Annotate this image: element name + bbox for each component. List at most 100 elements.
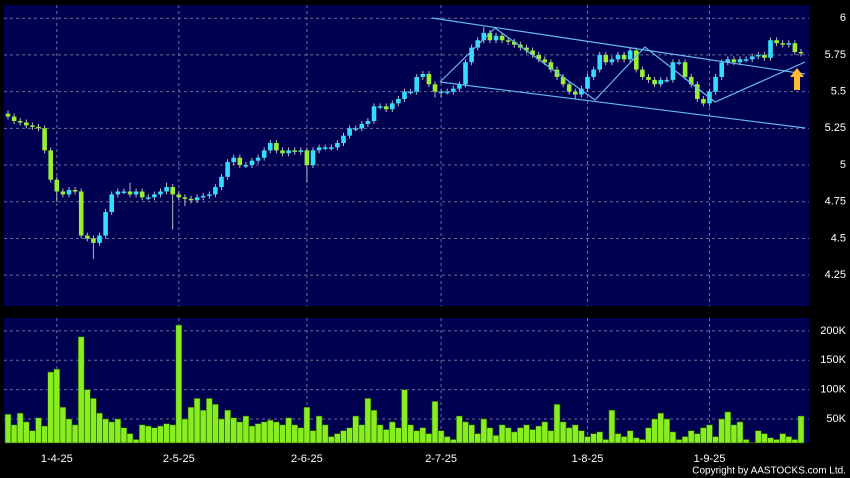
candle-body [371, 106, 377, 121]
volume-bar [77, 336, 85, 444]
volume-bar [175, 324, 183, 444]
volume-bar [419, 427, 427, 444]
candle-body [524, 47, 529, 51]
candle-body [688, 76, 694, 85]
volume-bar [413, 430, 421, 444]
candle-body [249, 160, 255, 166]
candle-body [597, 54, 602, 70]
candle-body [347, 128, 352, 136]
x-tick-label: 1-9-25 [694, 453, 726, 465]
x-tick-label: 2-6-25 [291, 453, 323, 465]
candle-body [231, 157, 236, 163]
candle-body [542, 59, 548, 63]
volume-bar [230, 417, 237, 444]
volume-bar [529, 429, 536, 444]
volume-bar [510, 431, 518, 444]
trend-lines [431, 17, 806, 129]
volume-bar [761, 433, 768, 444]
y-tick-label: 150K [820, 354, 846, 366]
volume-bar [102, 418, 109, 444]
y-tick-label: 50K [826, 413, 846, 425]
volume-bar [10, 424, 18, 444]
candle-body [280, 150, 285, 154]
candle-body [133, 191, 139, 195]
volume-bar [632, 437, 640, 444]
volume-bar [578, 430, 585, 444]
volume-bar [456, 415, 463, 444]
candle-body [420, 74, 426, 77]
volume-bar [285, 417, 292, 444]
volume-bar [547, 430, 555, 444]
channel-lower [439, 81, 806, 129]
candle-body [505, 40, 511, 42]
candle-body [646, 76, 651, 80]
x-tick-label: 2-7-25 [425, 453, 457, 465]
y-tick-label: 200K [820, 325, 846, 337]
volume-bar [480, 418, 488, 444]
volume-bar [35, 417, 42, 444]
candle-body [353, 128, 358, 130]
candle-body [756, 54, 761, 57]
y-tick-label: 5 [840, 159, 846, 171]
candle-body [207, 194, 212, 196]
candle-body [585, 76, 590, 89]
volume-bar [352, 415, 360, 444]
candle-body [512, 41, 517, 45]
volume-bar [199, 409, 207, 444]
volume-bar [358, 424, 366, 444]
candle-body [408, 91, 413, 94]
candle-body [701, 98, 706, 104]
volume-bar [675, 439, 683, 444]
candle-body [743, 59, 749, 61]
candle-body [530, 50, 535, 55]
volume-bar [498, 424, 506, 444]
candle-body [737, 59, 743, 63]
candle-body [213, 187, 218, 195]
candle-body [768, 40, 773, 58]
candle-body [377, 106, 383, 108]
candle-body [255, 157, 261, 161]
volume-bar [462, 421, 469, 444]
volume-bar [602, 439, 610, 444]
candle-body [695, 84, 700, 99]
candle-body [292, 150, 297, 152]
candle-body [243, 165, 249, 167]
volume-bar [29, 430, 36, 444]
candle-body [444, 91, 450, 94]
candle-body [469, 47, 474, 63]
volume-bar [700, 427, 707, 444]
volume-bar [785, 436, 793, 444]
volume-bar [248, 425, 256, 444]
x-tick-label: 1-8-25 [572, 453, 604, 465]
marks [4, 27, 805, 444]
candle-body [152, 194, 157, 198]
candle-body [66, 190, 72, 195]
volume-bar [47, 371, 55, 444]
volume-bar [693, 433, 701, 444]
volume-bar [449, 439, 457, 444]
volume-bar [706, 424, 713, 444]
candle-body [548, 62, 554, 70]
zigzag [439, 27, 806, 103]
volume-bar [315, 415, 323, 444]
volume-bar [504, 427, 512, 444]
volume-bar [16, 412, 24, 444]
volume-bar [309, 430, 317, 444]
volume-bar [779, 433, 787, 444]
volume-bar [730, 424, 738, 444]
volume-bar [108, 421, 115, 444]
candle-body [536, 54, 541, 60]
volume-bar [651, 418, 658, 444]
volume-bar [181, 418, 189, 444]
candle-body [627, 50, 633, 60]
candle-body [48, 150, 53, 180]
volume-bar [84, 389, 91, 444]
volume-bar [590, 433, 597, 444]
volume-bar [431, 401, 439, 444]
candle-body [310, 150, 316, 166]
candle-body [316, 147, 322, 151]
candle-body [457, 84, 462, 89]
volume-bar [767, 437, 774, 444]
volume-bar [584, 436, 591, 444]
